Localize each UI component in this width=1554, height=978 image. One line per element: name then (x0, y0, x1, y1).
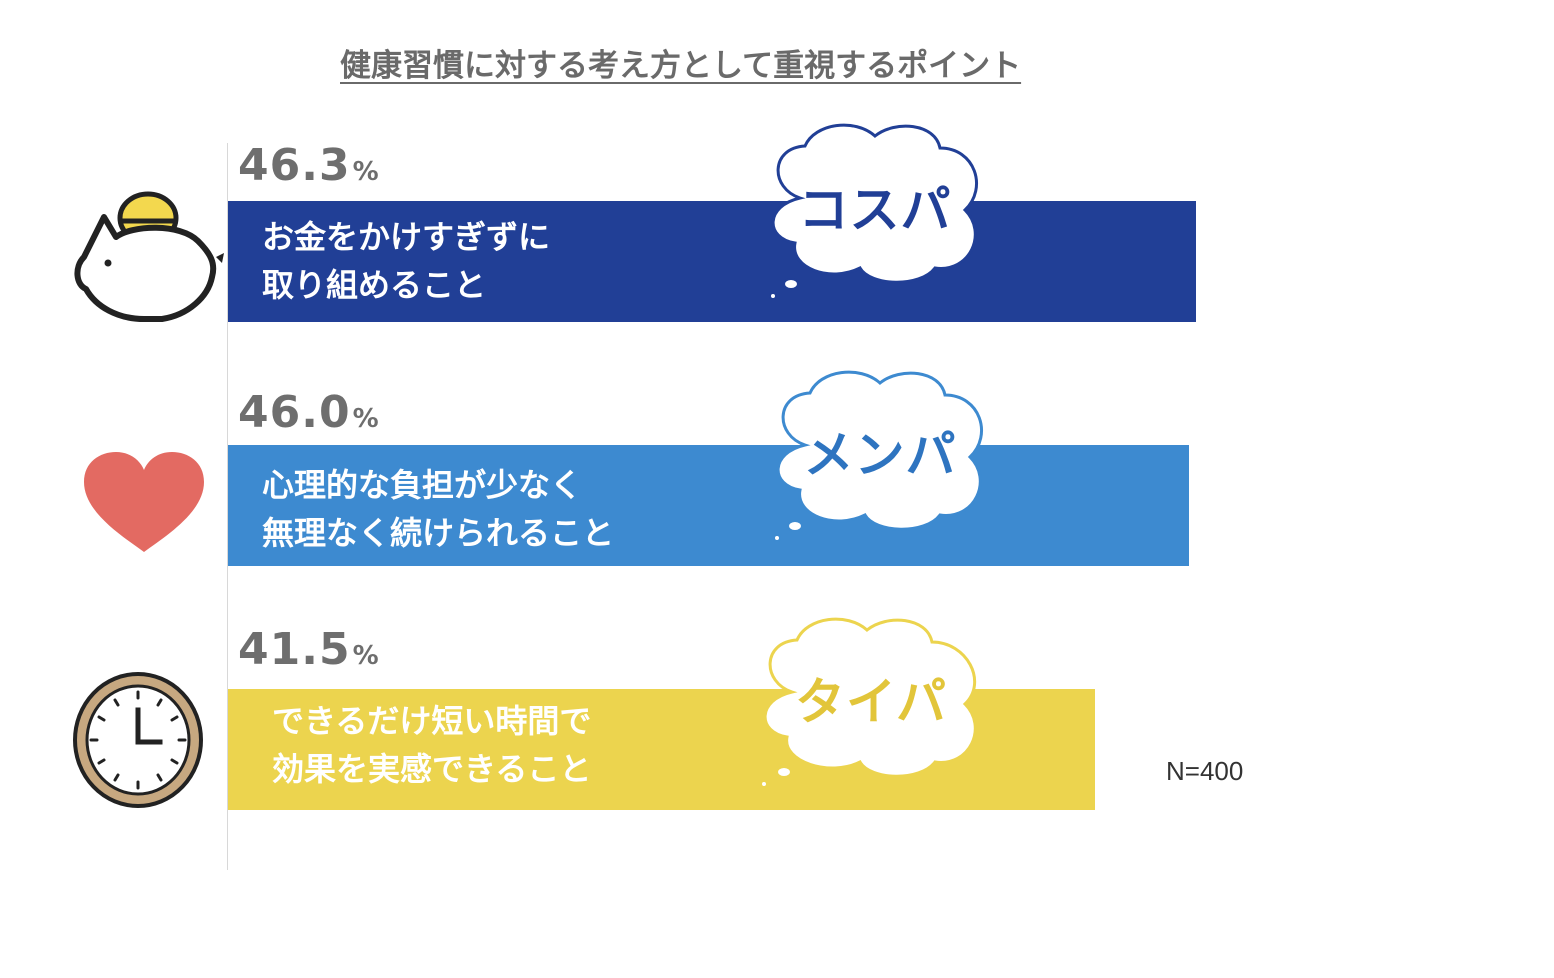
bar-label-line: 取り組めること (262, 266, 487, 304)
heart-icon (82, 450, 206, 558)
bar-label-line: お金をかけすぎずに (262, 218, 551, 256)
bar-label-line: できるだけ短い時間で (272, 702, 592, 740)
thought-cloud-shape (760, 617, 977, 788)
value-label: 46.3% (238, 140, 379, 191)
bar-label-line: 効果を実感できること (272, 750, 592, 788)
value-unit: % (352, 157, 379, 187)
bar (228, 445, 1190, 566)
thought-cloud-shape (773, 370, 983, 542)
value-label: 46.0% (238, 387, 379, 438)
clock-icon (72, 672, 204, 812)
piggy-bank-icon (70, 185, 230, 334)
value-number: 46.3 (238, 140, 351, 191)
value-number: 46.0 (238, 387, 351, 438)
axis-line (227, 143, 228, 870)
thought-cloud: メンパ (765, 365, 995, 550)
thought-cloud: コスパ (760, 118, 990, 303)
cloud-tag: メンパ (803, 426, 957, 484)
value-label: 41.5% (238, 624, 379, 675)
bar-label-line: 心理的な負担が少なく (262, 466, 583, 504)
cloud-tag: コスパ (798, 181, 952, 239)
thought-cloud-shape (769, 123, 978, 300)
thought-cloud: タイパ (752, 612, 990, 797)
cloud-tag: タイパ (795, 673, 947, 731)
chart-title: 健康習慣に対する考え方として重視するポイント (340, 48, 1022, 84)
bar-label: できるだけ短い時間で 効果を実感できること (272, 697, 591, 793)
bar-label: お金をかけすぎずに 取り組めること (262, 213, 550, 309)
bar-label: 心理的な負担が少なく 無理なく続けられること (262, 461, 614, 557)
bar-label-line: 無理なく続けられること (262, 514, 615, 552)
sample-size-note: N=400 (1166, 756, 1244, 786)
value-unit: % (352, 641, 379, 671)
value-number: 41.5 (238, 624, 351, 675)
value-unit: % (352, 404, 379, 434)
bar (228, 201, 1196, 322)
